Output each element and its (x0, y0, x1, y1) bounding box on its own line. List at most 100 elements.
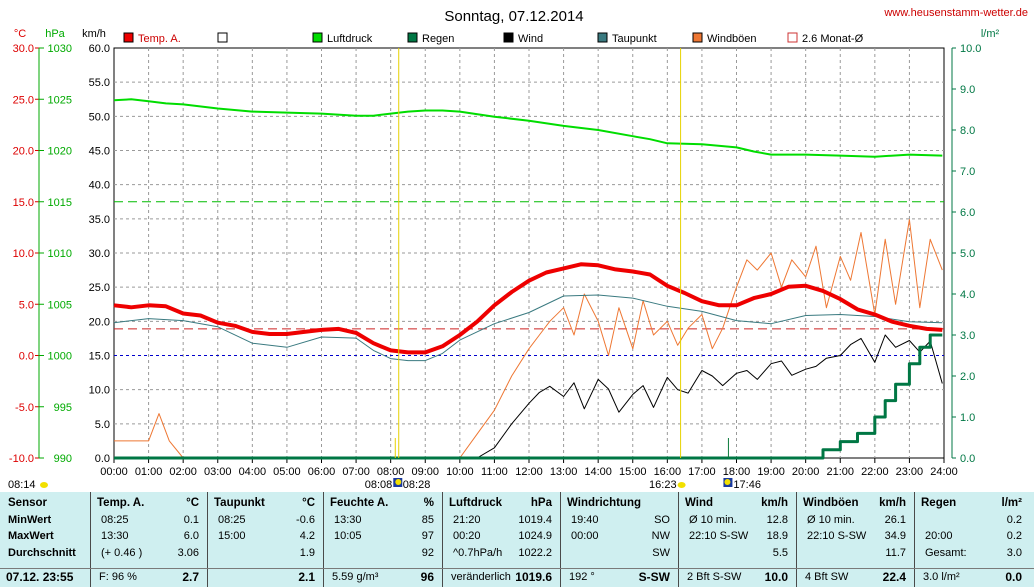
table-cell-label: Gesamt: (925, 547, 967, 559)
table-footer-value: 10.0 (764, 570, 788, 584)
table-cell-value: 0.1 (183, 514, 199, 526)
pressure-tick-label: 1010 (48, 248, 72, 260)
table-cell-value: NW (651, 530, 670, 542)
table-cell-value: 0.2 (1006, 530, 1022, 542)
chart-title: Sonntag, 07.12.2014 (444, 8, 583, 25)
x-tick-label: 17:00 (688, 466, 716, 478)
wind-tick-label: 10.0 (89, 385, 110, 397)
wind-tick-label: 40.0 (89, 180, 110, 192)
x-tick-label: 09:00 (411, 466, 439, 478)
legend-swatch (692, 32, 703, 43)
table-cell-value: 3.0 (1006, 547, 1022, 559)
series-line-luftdruck (113, 98, 943, 158)
rain-tick-label: 5.0 (960, 248, 975, 260)
table-column-header: Temp. A. (97, 497, 145, 509)
temp-tick-label: 5.0 (19, 299, 34, 311)
table-column-divider (442, 492, 443, 587)
legend-swatch (597, 32, 608, 43)
table-column-unit: l/m² (1001, 497, 1022, 509)
table-column-unit: % (423, 497, 434, 509)
table-column-divider (678, 492, 679, 587)
pressure-tick-label: 1015 (48, 197, 72, 209)
legend-swatch (312, 32, 323, 43)
rain-tick-label: 6.0 (960, 207, 975, 219)
x-tick-label: 07:00 (342, 466, 370, 478)
table-cell-value: SO (654, 514, 670, 526)
wind-tick-label: 55.0 (89, 77, 110, 89)
legend-label: Windböen (707, 33, 757, 45)
series-layer (113, 98, 943, 460)
x-tick-label: 20:00 (792, 466, 820, 478)
wind-tick-label: 30.0 (89, 248, 110, 260)
moonrise-moon-disc (724, 479, 731, 485)
table-column-header: Regen (921, 497, 957, 509)
legend-swatch (407, 32, 418, 43)
sun-moon-markers: 08:14 16:23 08:08 08:28 17:46 (8, 48, 761, 491)
wind-tick-label: 25.0 (89, 282, 110, 294)
weather-chart: Sonntag, 07.12.2014 www.heusenstamm-wett… (8, 7, 1028, 491)
table-footer-label: 3.0 l/m² (923, 571, 960, 583)
rain-tick-label: 2.0 (960, 371, 975, 383)
pressure-tick-label: 1000 (48, 351, 72, 363)
series-line-temp-a- (113, 262, 943, 355)
sunrise-time-label: 08:14 (8, 479, 36, 491)
pressure-tick-label: 1005 (48, 299, 72, 311)
table-cell-label: 22:10 S-SW (689, 530, 749, 542)
table-cell-value: 5.5 (772, 547, 788, 559)
rain-tick-label: 1.0 (960, 412, 975, 424)
table-cell-value: 12.8 (766, 514, 788, 526)
moonset-moon-disc (395, 479, 402, 485)
x-tick-label: 05:00 (273, 466, 301, 478)
table-column-divider (323, 492, 324, 587)
temp-tick-label: 30.0 (13, 43, 34, 55)
table-cell-value: 4.2 (299, 530, 315, 542)
table-cell-value: 18.9 (766, 530, 788, 542)
table-cell-label: 10:05 (334, 530, 362, 542)
table-cell-value: 0.2 (1006, 514, 1022, 526)
pressure-tick-label: 1030 (48, 43, 72, 55)
x-tick-label: 13:00 (550, 466, 578, 478)
table-column-divider (90, 492, 91, 587)
moonset-time-label: 08:08 (365, 479, 393, 491)
rain-tick-label: 7.0 (960, 166, 975, 178)
temp-tick-label: 20.0 (13, 146, 34, 158)
row-label-column: Sensor MinWert MaxWert Durchschnitt 07.1… (0, 492, 90, 587)
table-cell-label: 15:00 (218, 530, 246, 542)
row-label-sensor: Sensor (8, 497, 47, 509)
x-tick-label: 16:00 (654, 466, 682, 478)
table-cell-value: 11.7 (885, 547, 906, 559)
table-cell-label: 13:30 (101, 530, 129, 542)
temp-tick-label: 25.0 (13, 94, 34, 106)
table-column: Windböen km/h Ø 10 min. 26.1 22:10 S-SW 34.9 1… (797, 492, 914, 587)
table-footer-label: 4 Bft SW (805, 571, 849, 583)
x-tick-label: 00:00 (100, 466, 128, 478)
x-tick-label: 08:00 (377, 466, 405, 478)
wind-tick-label: 60.0 (89, 43, 110, 55)
table-cell-label: 20:00 (925, 530, 953, 542)
legend-label: Regen (422, 33, 454, 45)
table-column: Windrichtung 19:40 SO 00:00 NW SW 192 ° S-SW (561, 492, 678, 587)
table-column: Taupunkt °C 08:25 -0.6 15:00 4.2 1.9 2.1 (208, 492, 323, 587)
x-tick-label: 22:00 (861, 466, 889, 478)
table-footer-value: 0.0 (1005, 570, 1022, 584)
table-cell-label: 08:25 (101, 514, 129, 526)
legend-label: Luftdruck (327, 33, 373, 45)
table-column-header: Feuchte A. (330, 497, 389, 509)
table-footer-label: 2 Bft S-SW (687, 571, 742, 583)
table-cell-label: 13:30 (334, 514, 362, 526)
temp-tick-label: 15.0 (13, 197, 34, 209)
wind-tick-label: 15.0 (89, 351, 110, 363)
pressure-tick-label: 1020 (48, 146, 72, 158)
table-column: Regen l/m² 0.2 20:00 0.2 Gesamt: 3.0 3.0 l/m² 0.… (915, 492, 1030, 587)
moonrise-marker-time-label: 08:28 (403, 479, 431, 491)
table-cell-value: 97 (421, 530, 434, 542)
axis-ticks: 30.0 25.0 20.0 15.0 10.0 5.0 0.0 -5.0 -10.0 1030 1… (9, 43, 982, 478)
wind-tick-label: 20.0 (89, 316, 110, 328)
temp-tick-label: 10.0 (13, 248, 34, 260)
legend-label: Wind (518, 33, 543, 45)
wind-tick-label: 0.0 (95, 453, 110, 465)
x-tick-label: 03:00 (204, 466, 232, 478)
table-cell-value: 1022.2 (518, 547, 552, 559)
table-column-header: Wind (685, 497, 713, 509)
table-column-unit: hPa (530, 497, 552, 509)
